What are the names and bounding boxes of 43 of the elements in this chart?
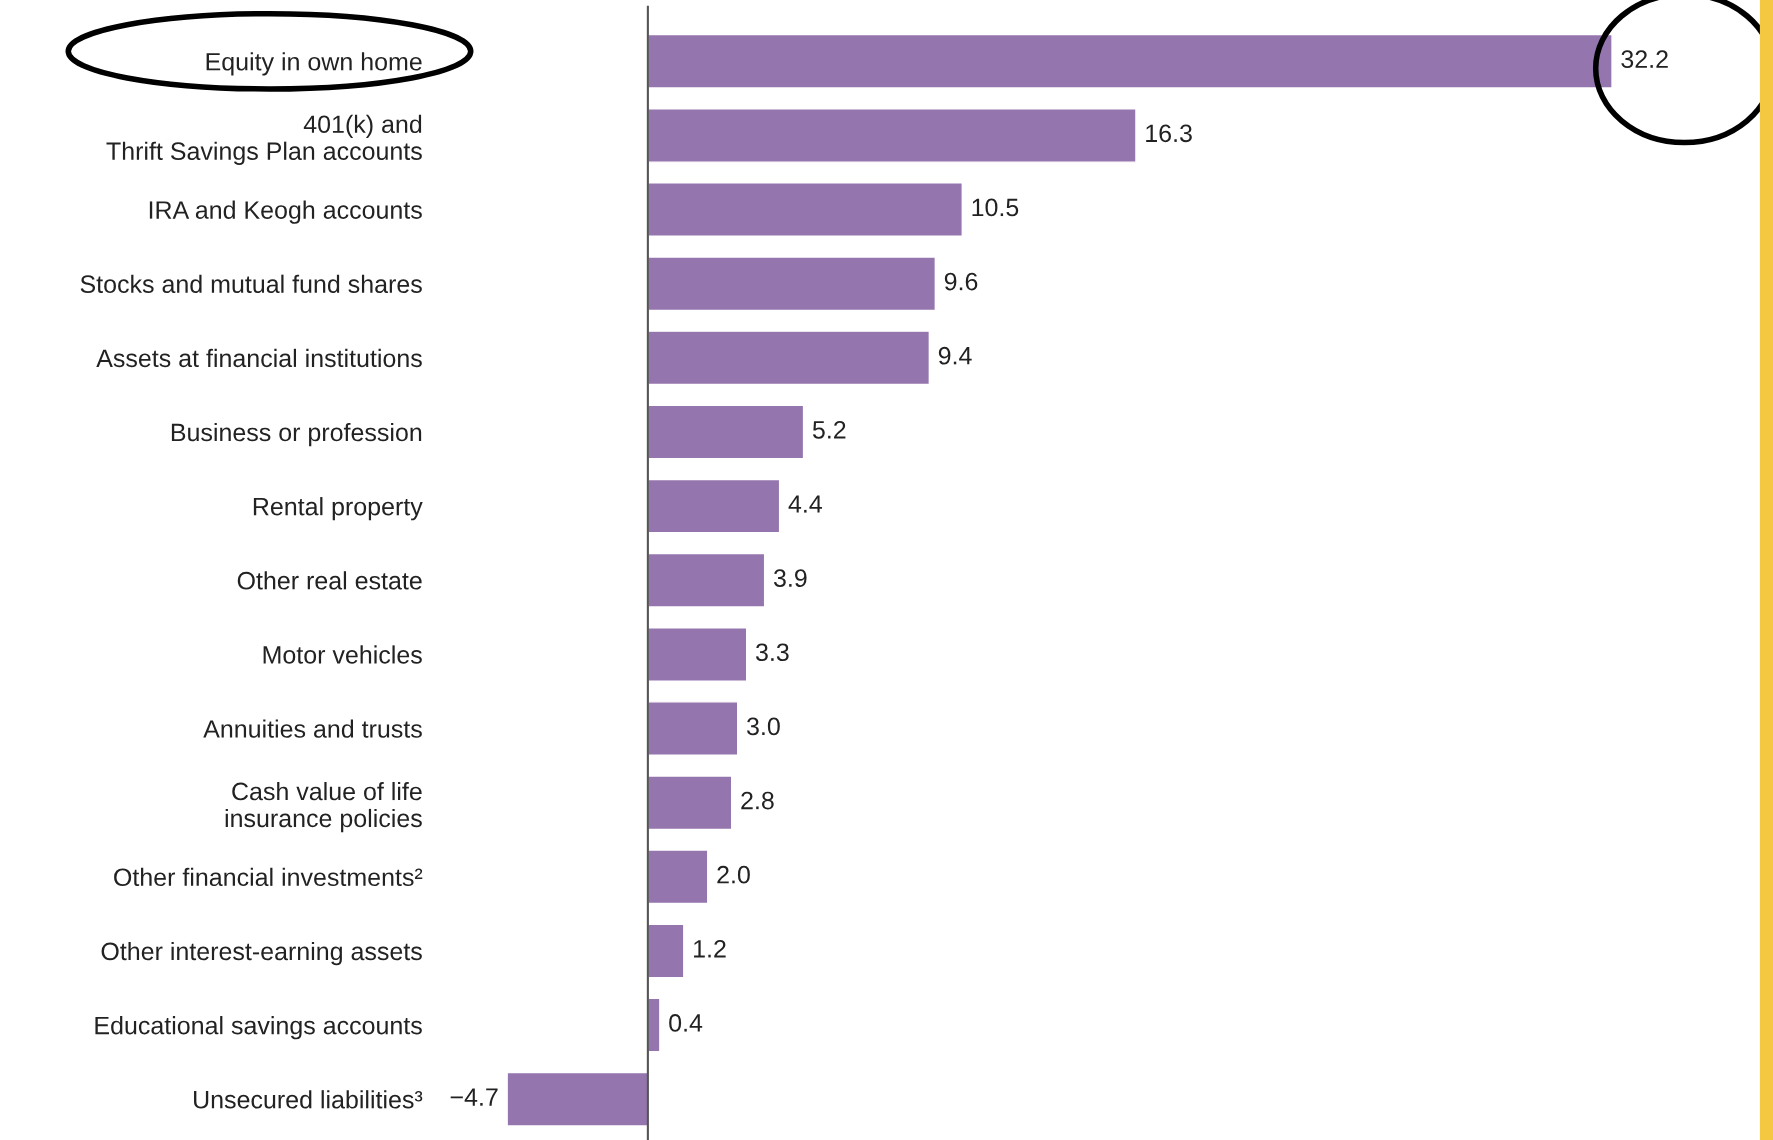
data-label: 3.0 <box>746 717 780 736</box>
y-tick-label: Cash value of life insurance policies <box>225 781 422 833</box>
bar <box>647 923 685 979</box>
y-tick-label: Unsecured liabilities³ <box>194 1090 423 1109</box>
bar <box>647 404 805 460</box>
bar <box>647 849 709 905</box>
data-label: 9.6 <box>944 272 978 291</box>
y-tick-label: Educational savings accounts <box>95 1016 422 1040</box>
data-label: 2.8 <box>741 791 774 810</box>
bar <box>647 701 739 756</box>
y-tick-label: Equity in own home <box>206 52 422 76</box>
data-label: 2.0 <box>717 865 750 884</box>
data-label: 16.3 <box>1146 124 1192 143</box>
bar <box>506 1071 649 1127</box>
bar <box>647 775 733 831</box>
y-tick-label: IRA and Keogh accounts <box>149 200 422 224</box>
y-tick-label: Motor vehicles <box>263 645 422 664</box>
data-label: 9.4 <box>938 346 972 365</box>
bar <box>647 256 937 312</box>
y-tick-label: Stocks and mutual fund shares <box>80 274 422 294</box>
y-tick-label: Annuities and trusts <box>203 719 422 738</box>
bar <box>647 478 781 534</box>
bar <box>647 330 931 386</box>
y-tick-label: 401(k) and Thrift Savings Plan accounts <box>106 114 422 165</box>
data-label: 32.2 <box>1621 50 1668 69</box>
y-tick-label: Assets at financial institutions <box>96 348 422 368</box>
bar <box>647 182 963 237</box>
bar <box>647 627 748 682</box>
y-tick-label: Business or profession <box>171 422 422 447</box>
bar <box>647 108 1137 163</box>
data-label: −4.7 <box>450 1088 498 1106</box>
y-tick-label: Other real estate <box>237 571 422 590</box>
data-label: 3.3 <box>755 643 789 662</box>
data-label: 1.2 <box>694 939 726 958</box>
y-tick-label: Other financial investments² <box>114 867 423 887</box>
data-label: 10.5 <box>972 198 1019 217</box>
y-tick-label: Rental property <box>253 497 423 521</box>
data-label: 3.9 <box>773 569 807 587</box>
data-label: 4.4 <box>788 495 822 513</box>
bar <box>647 552 766 608</box>
y-tick-label: Other interest-earning assets <box>101 941 422 966</box>
data-label: 5.2 <box>812 421 846 439</box>
data-label: 0.4 <box>669 1014 703 1032</box>
